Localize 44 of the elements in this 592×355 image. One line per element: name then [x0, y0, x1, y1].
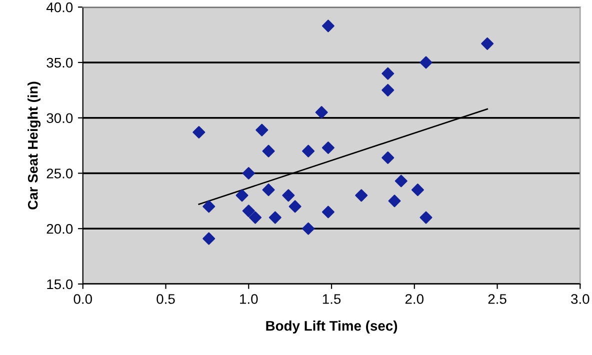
point [256, 124, 268, 136]
y-tick-label: 25.0 [46, 168, 73, 178]
x-tick-label: 3.0 [571, 294, 590, 304]
point [322, 206, 334, 218]
point [249, 211, 262, 224]
y-tick-label: 15.0 [47, 279, 73, 290]
x-tick-label: 2.5 [488, 294, 506, 304]
x-tick-label: 1.0 [240, 294, 258, 304]
point [322, 142, 334, 154]
point [382, 84, 394, 96]
point [322, 20, 334, 32]
point [288, 200, 302, 213]
x-tick-label: 1.5 [322, 294, 341, 304]
point [382, 151, 394, 164]
point [394, 174, 408, 188]
point [202, 200, 216, 213]
point [388, 194, 401, 208]
point [355, 189, 368, 202]
y-tick-label: 40.0 [46, 2, 73, 12]
point [268, 211, 282, 224]
x-tick-label: 2.0 [405, 294, 424, 304]
y-axis-title: Car Seat Height (in) [28, 82, 41, 210]
point [262, 184, 275, 196]
point [262, 144, 275, 158]
point [315, 106, 328, 119]
point [411, 184, 424, 196]
point [481, 37, 494, 50]
x-tick-label: 0.5 [156, 294, 175, 304]
point [302, 144, 315, 158]
point [242, 204, 255, 218]
y-tick-label: 30.0 [46, 113, 73, 124]
y-tick-label: 20.0 [46, 224, 73, 234]
x-axis-title: Body Lift Time (sec) [266, 320, 398, 334]
point [302, 222, 315, 235]
point [236, 189, 248, 202]
point [202, 232, 216, 245]
point [382, 67, 394, 80]
point [282, 189, 295, 202]
point [420, 211, 432, 224]
point [242, 166, 255, 180]
y-tick-label: 35.0 [46, 58, 73, 68]
x-tick-label: 0.0 [74, 294, 92, 304]
point [192, 126, 206, 139]
point [420, 56, 432, 69]
